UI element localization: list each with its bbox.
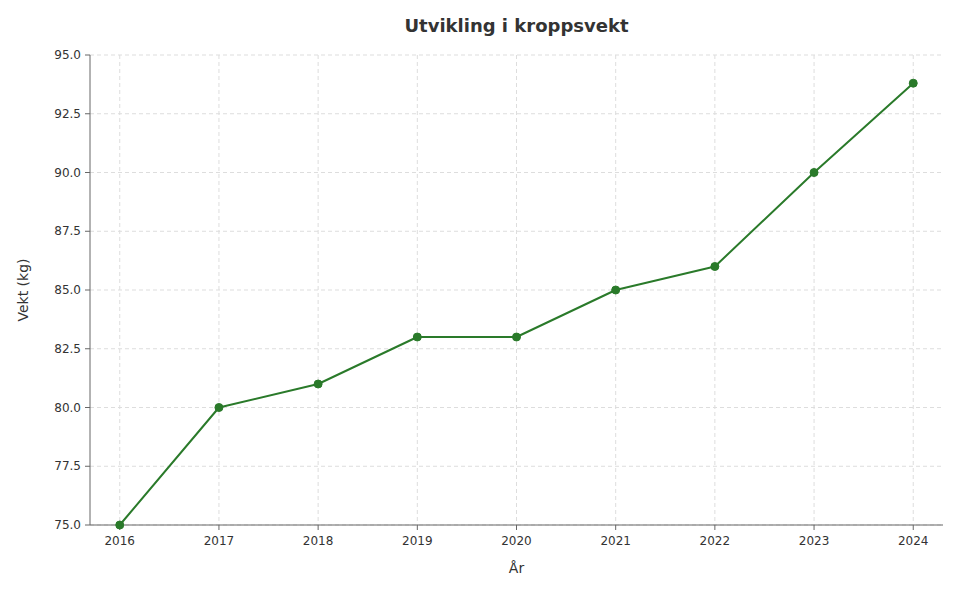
point: [116, 521, 124, 529]
x-tick: [318, 525, 319, 530]
y-tick: [85, 290, 90, 291]
point: [215, 404, 223, 412]
y-tick: [85, 113, 90, 114]
x-grid-line: [417, 55, 418, 525]
x-tick-label: 2016: [104, 534, 135, 548]
x-grid-line: [119, 55, 120, 525]
y-tick: [85, 348, 90, 349]
y-tick-label: 80.0: [54, 401, 81, 415]
y-tick-label: 90.0: [54, 166, 81, 180]
x-tick-label: 2022: [700, 534, 731, 548]
x-tick-label: 2020: [501, 534, 532, 548]
y-tick-label: 85.0: [54, 283, 81, 297]
x-tick: [516, 525, 517, 530]
y-tick-label: 82.5: [54, 342, 81, 356]
x-grid-line: [218, 55, 219, 525]
x-tick-label: 2017: [204, 534, 235, 548]
x-tick-label: 2021: [600, 534, 631, 548]
y-tick: [85, 172, 90, 173]
point: [413, 333, 421, 341]
x-tick: [417, 525, 418, 530]
x-tick-label: 2024: [898, 534, 929, 548]
x-tick: [913, 525, 914, 530]
x-axis-label: År: [509, 560, 525, 576]
y-tick-label: 95.0: [54, 48, 81, 62]
x-tick: [714, 525, 715, 530]
x-grid-line: [516, 55, 517, 525]
y-tick: [85, 55, 90, 56]
y-tick: [85, 231, 90, 232]
x-tick: [218, 525, 219, 530]
y-axis-line: [90, 55, 91, 525]
x-axis-line: [90, 525, 943, 526]
axes: 75.0 77.5 80.0 82.5 85.0 87.5 90.0 92.5 95.0 2016…: [54, 48, 943, 548]
point: [711, 263, 719, 271]
title: Utvikling i kroppsvekt: [404, 15, 628, 36]
line: [120, 83, 913, 525]
chart: 75.0 77.5 80.0 82.5 85.0 87.5 90.0 92.5 95.0 2016…: [0, 0, 973, 595]
point: [612, 286, 620, 294]
point: [513, 333, 521, 341]
x-grid-line: [814, 55, 815, 525]
y-tick-label: 92.5: [54, 107, 81, 121]
x-tick-label: 2019: [402, 534, 433, 548]
x-tick-label: 2023: [799, 534, 830, 548]
y-tick-label: 75.0: [54, 518, 81, 532]
y-tick-label: 87.5: [54, 224, 81, 238]
y-tick: [85, 525, 90, 526]
chart-container: 75.0 77.5 80.0 82.5 85.0 87.5 90.0 92.5 95.0 2016…: [0, 0, 973, 595]
y-tick-label: 77.5: [54, 459, 81, 473]
y-axis-label: Vekt (kg): [15, 258, 31, 321]
point: [909, 79, 917, 87]
x-grid-line: [318, 55, 319, 525]
series: [116, 79, 917, 529]
y-grid-line: [90, 525, 943, 526]
grid: [90, 55, 943, 525]
point: [810, 169, 818, 177]
y-grid-line: [90, 466, 943, 467]
x-tick: [615, 525, 616, 530]
y-tick: [85, 407, 90, 408]
x-grid-line: [913, 55, 914, 525]
y-tick: [85, 466, 90, 467]
x-tick-label: 2018: [303, 534, 334, 548]
x-grid-line: [714, 55, 715, 525]
point: [314, 380, 322, 388]
x-tick: [814, 525, 815, 530]
